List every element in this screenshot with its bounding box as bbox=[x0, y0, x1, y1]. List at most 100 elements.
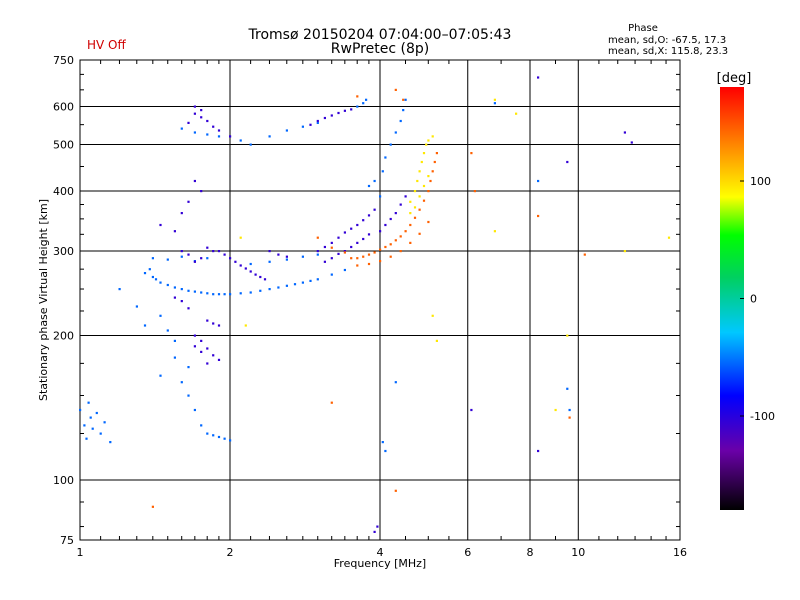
data-point bbox=[418, 232, 421, 235]
data-point bbox=[389, 217, 392, 221]
data-point bbox=[249, 291, 252, 294]
data-point bbox=[422, 184, 426, 188]
data-point bbox=[568, 408, 571, 412]
data-point bbox=[206, 119, 209, 123]
data-point bbox=[316, 253, 319, 256]
data-point bbox=[470, 408, 473, 412]
data-point bbox=[95, 411, 98, 415]
data-point bbox=[193, 112, 196, 115]
data-point bbox=[173, 230, 176, 233]
data-point bbox=[285, 255, 288, 258]
data-point bbox=[212, 322, 215, 325]
data-point bbox=[159, 374, 162, 377]
data-point bbox=[343, 109, 346, 112]
data-point bbox=[193, 334, 196, 337]
data-point bbox=[493, 98, 496, 101]
data-point bbox=[285, 258, 288, 261]
data-point bbox=[381, 170, 384, 173]
data-point bbox=[200, 257, 203, 260]
data-point bbox=[193, 408, 196, 412]
data-point bbox=[187, 289, 190, 292]
colorbar-tick-label: 0 bbox=[750, 293, 757, 306]
data-point bbox=[301, 125, 304, 128]
x-tick-label: 4 bbox=[377, 546, 384, 559]
data-point bbox=[409, 212, 412, 215]
data-point bbox=[431, 135, 434, 138]
data-point bbox=[159, 281, 162, 284]
data-point bbox=[309, 123, 312, 126]
data-point bbox=[301, 255, 304, 258]
data-point bbox=[187, 200, 190, 203]
data-point bbox=[173, 286, 176, 289]
data-point bbox=[404, 230, 407, 233]
y-axis-label: Stationary phase Virtual Height [km] bbox=[37, 199, 50, 401]
data-point bbox=[217, 129, 221, 132]
data-point bbox=[425, 143, 428, 146]
data-point bbox=[180, 288, 183, 291]
data-point bbox=[151, 275, 154, 279]
data-point bbox=[537, 214, 540, 218]
data-point bbox=[263, 278, 267, 281]
data-point bbox=[409, 223, 412, 227]
data-point bbox=[418, 170, 421, 173]
y-tick-label: 600 bbox=[53, 101, 74, 114]
grid-lines bbox=[80, 60, 680, 540]
data-point bbox=[367, 253, 371, 256]
data-point bbox=[356, 241, 359, 244]
data-point bbox=[268, 135, 271, 138]
data-point bbox=[323, 260, 326, 263]
data-point bbox=[217, 293, 221, 296]
data-point bbox=[427, 220, 430, 224]
chart-subtitle: RwPretec (8p) bbox=[331, 41, 429, 57]
data-point bbox=[200, 291, 203, 294]
data-point bbox=[217, 435, 221, 439]
data-point bbox=[623, 131, 626, 134]
data-point bbox=[356, 223, 359, 227]
data-point bbox=[217, 358, 221, 361]
y-tick-label: 100 bbox=[53, 474, 74, 487]
data-point bbox=[259, 289, 262, 292]
data-point bbox=[206, 319, 209, 322]
data-point bbox=[343, 251, 346, 254]
data-point bbox=[394, 212, 397, 215]
data-point bbox=[180, 250, 183, 253]
data-point bbox=[367, 262, 371, 266]
data-point bbox=[384, 449, 387, 453]
data-point bbox=[493, 102, 496, 105]
data-point bbox=[404, 195, 407, 198]
data-point bbox=[187, 253, 190, 256]
data-point bbox=[103, 421, 106, 424]
x-axis-label: Frequency [MHz] bbox=[334, 557, 426, 570]
data-point bbox=[566, 334, 569, 337]
data-point bbox=[229, 135, 232, 138]
data-point bbox=[554, 408, 557, 412]
data-point bbox=[239, 264, 242, 267]
data-point bbox=[200, 190, 203, 193]
data-point bbox=[200, 116, 203, 119]
data-point bbox=[316, 119, 319, 123]
data-point bbox=[384, 156, 387, 159]
data-point bbox=[429, 179, 432, 183]
data-point bbox=[435, 152, 438, 155]
data-point bbox=[166, 258, 169, 261]
data-point bbox=[239, 139, 242, 142]
data-point bbox=[180, 300, 183, 303]
data-point bbox=[362, 255, 365, 258]
data-point bbox=[223, 253, 226, 256]
data-point bbox=[206, 292, 209, 295]
y-tick-labels: 75 100 200 300 400 500 600 750 bbox=[53, 54, 74, 547]
data-point bbox=[323, 245, 326, 249]
data-point bbox=[381, 441, 384, 444]
data-point bbox=[206, 432, 209, 435]
data-point bbox=[151, 257, 154, 260]
data-point bbox=[379, 248, 382, 251]
hv-status-label: HV Off bbox=[87, 38, 126, 52]
data-point bbox=[337, 252, 340, 255]
data-point bbox=[537, 449, 540, 453]
data-point bbox=[330, 273, 333, 276]
data-point bbox=[399, 235, 402, 238]
data-point bbox=[515, 112, 518, 115]
data-point bbox=[268, 288, 271, 291]
data-point bbox=[187, 366, 190, 369]
data-point bbox=[268, 250, 271, 253]
